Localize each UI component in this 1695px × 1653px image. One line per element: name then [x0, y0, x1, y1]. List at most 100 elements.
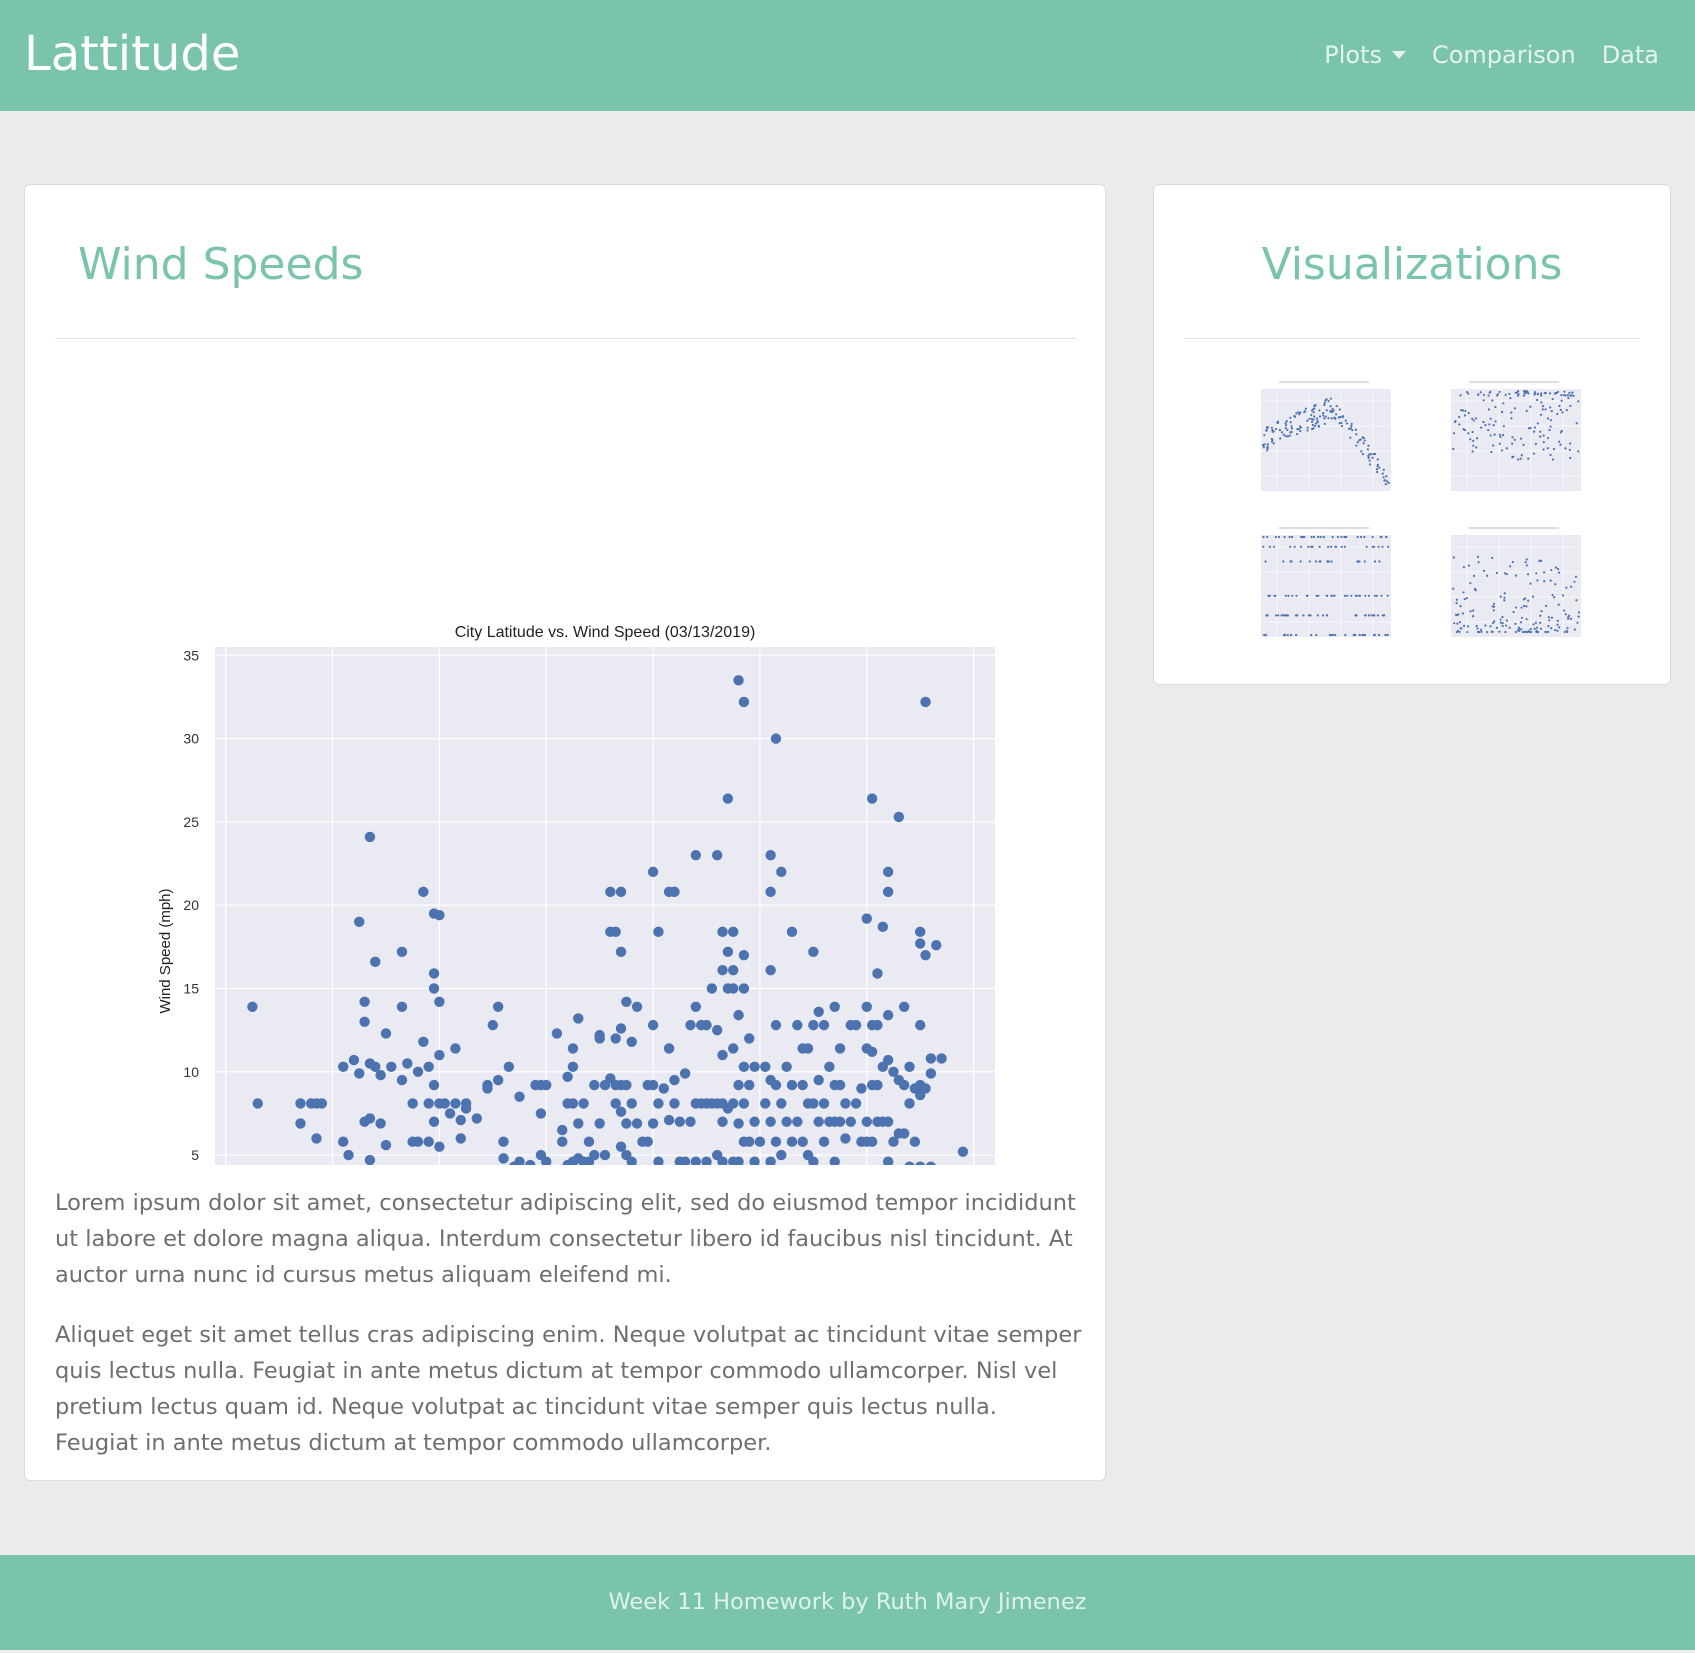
data-point: [402, 1058, 413, 1069]
thumb-data-point: [1285, 614, 1288, 617]
thumb-data-point: [1366, 448, 1369, 451]
description-paragraph-2: Aliquet eget sit amet tellus cras adipis…: [55, 1322, 1082, 1456]
data-point: [733, 1079, 744, 1091]
data-point: [770, 1019, 782, 1031]
thumb-data-point: [1363, 439, 1366, 442]
thumb-data-point: [1291, 594, 1294, 597]
thumb-data-point: [1487, 394, 1490, 397]
thumb-data-point: [1513, 438, 1516, 441]
data-point: [818, 1136, 830, 1147]
thumb-data-point: [1318, 415, 1322, 418]
thumb-data-point: [1264, 560, 1267, 563]
thumb-data-point: [1462, 591, 1465, 594]
thumb-data-point: [1545, 604, 1548, 608]
data-point: [364, 1154, 376, 1166]
nav-data-link[interactable]: Data: [1602, 38, 1659, 72]
y-tick-label: 5: [191, 1147, 199, 1163]
thumb-data-point: [1467, 411, 1470, 415]
data-point: [423, 1061, 434, 1072]
thumb-data-point: [1560, 399, 1563, 402]
thumbnail-latitude-vs-temperature[interactable]: [1249, 379, 1399, 504]
thumb-data-point: [1539, 614, 1542, 617]
thumb-data-point: [1363, 535, 1366, 539]
data-point: [492, 1001, 504, 1013]
thumb-data-point: [1360, 450, 1363, 453]
data-point: [754, 1136, 766, 1147]
data-point: [407, 1098, 418, 1109]
data-point: [920, 1083, 931, 1094]
data-point: [770, 1079, 782, 1091]
data-point: [728, 1043, 739, 1054]
data-point: [888, 1066, 899, 1077]
data-point: [498, 1153, 509, 1164]
thumb-data-point: [1522, 598, 1525, 601]
thumb-data-point: [1462, 624, 1466, 627]
thumb-data-point: [1324, 415, 1327, 418]
thumb-data-point: [1323, 401, 1326, 405]
nav-comparison-link[interactable]: Comparison: [1432, 38, 1576, 72]
thumb-data-point: [1278, 428, 1281, 432]
thumb-data-point: [1571, 391, 1574, 394]
thumb-data-point: [1299, 411, 1302, 414]
data-point: [882, 1116, 894, 1127]
thumb-data-point: [1324, 399, 1327, 402]
thumb-data-point: [1542, 448, 1545, 451]
thumb-data-point: [1358, 439, 1361, 442]
data-point: [781, 1061, 792, 1072]
thumb-data-point: [1297, 427, 1300, 431]
thumb-data-point: [1288, 434, 1292, 437]
thumb-data-point: [1544, 630, 1547, 634]
thumb-data-point: [1262, 444, 1265, 447]
data-point: [776, 1149, 787, 1161]
thumb-data-point: [1548, 392, 1552, 395]
thumb-data-point: [1453, 622, 1456, 625]
thumb-data-point: [1317, 424, 1320, 427]
thumb-data-point: [1463, 597, 1466, 601]
data-point: [808, 1156, 819, 1167]
nav-plots-dropdown[interactable]: Plots: [1324, 38, 1406, 72]
thumb-data-point: [1577, 400, 1580, 403]
thumb-data-point: [1520, 454, 1523, 457]
thumb-data-point: [1516, 394, 1520, 397]
thumbnail-latitude-vs-wind-speed[interactable]: [1439, 525, 1589, 650]
data-point: [386, 1061, 397, 1072]
thumb-data-point: [1517, 626, 1520, 629]
data-point: [813, 1006, 824, 1017]
thumb-data-point: [1361, 633, 1364, 637]
thumb-data-point: [1548, 428, 1551, 432]
thumb-data-point: [1523, 630, 1526, 633]
data-point: [866, 793, 878, 804]
data-point: [813, 1116, 824, 1127]
data-point: [765, 886, 776, 898]
thumb-data-point: [1455, 601, 1458, 605]
data-point: [343, 1149, 354, 1161]
thumbnail-latitude-vs-cloudiness[interactable]: [1249, 525, 1399, 650]
thumb-data-point: [1459, 627, 1462, 630]
thumb-data-point: [1527, 599, 1530, 602]
thumb-data-point: [1465, 390, 1469, 394]
thumb-data-point: [1462, 428, 1465, 431]
data-point: [882, 866, 894, 878]
thumbnail-latitude-vs-humidity[interactable]: [1439, 379, 1589, 504]
data-point: [744, 1079, 755, 1091]
thumb-data-point: [1573, 628, 1576, 631]
thumb-data-point: [1568, 614, 1571, 617]
thumb-data-point: [1553, 628, 1557, 632]
thumb-data-point: [1534, 621, 1538, 624]
data-point: [396, 946, 408, 958]
main-card: Wind Speeds −60−40−200204060800510152025…: [24, 184, 1106, 1481]
thumb-data-point: [1546, 447, 1549, 450]
data-point: [690, 1156, 702, 1167]
data-point: [717, 1156, 728, 1167]
thumb-data-point: [1386, 480, 1389, 483]
thumb-data-point: [1302, 614, 1305, 617]
thumb-data-point: [1527, 457, 1530, 460]
thumb-plot-area: [1261, 535, 1391, 637]
thumb-data-point: [1329, 397, 1332, 400]
brand-link[interactable]: Lattitude: [24, 26, 241, 82]
thumb-data-point: [1338, 422, 1341, 425]
thumb-data-point: [1568, 391, 1571, 395]
thumb-data-point: [1369, 463, 1372, 466]
data-point: [925, 1053, 937, 1064]
thumb-data-point: [1310, 413, 1313, 417]
